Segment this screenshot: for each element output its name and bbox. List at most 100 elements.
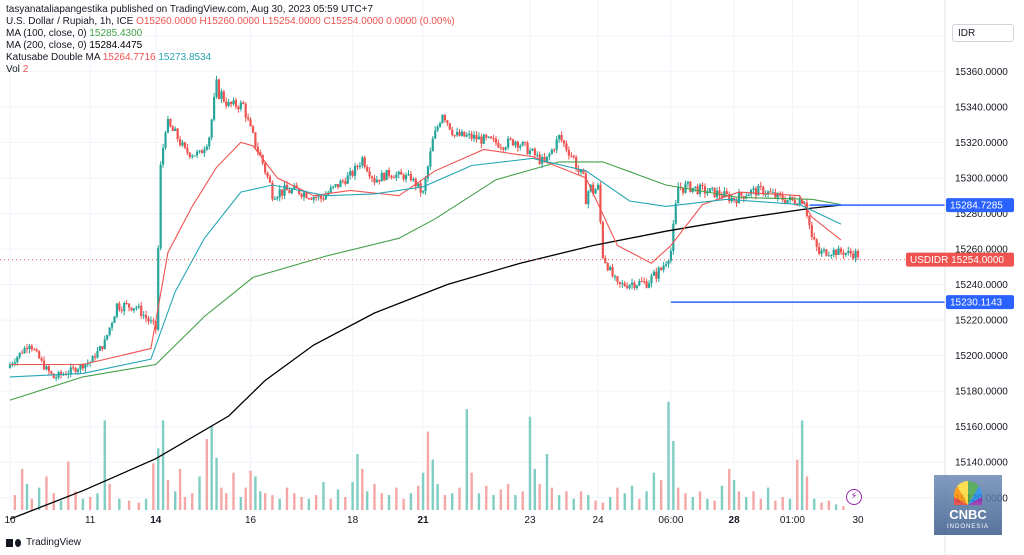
candle-body bbox=[672, 223, 675, 252]
price-tick-label: 15220.0000 bbox=[955, 316, 1008, 327]
candle-body bbox=[560, 135, 563, 141]
volume-bars bbox=[13, 401, 845, 510]
candle-body bbox=[562, 140, 566, 144]
candle-body bbox=[434, 130, 437, 139]
candle-body bbox=[339, 180, 342, 188]
time-tick-label: 24 bbox=[592, 515, 604, 526]
candle-body bbox=[584, 173, 587, 205]
volume-bar bbox=[300, 496, 303, 510]
candle-body bbox=[611, 267, 614, 277]
volume-bar bbox=[344, 496, 347, 510]
candle-body bbox=[509, 138, 512, 140]
candle-body bbox=[650, 275, 653, 284]
candle-body bbox=[283, 185, 286, 196]
candle-body bbox=[436, 126, 439, 131]
candle-body bbox=[460, 131, 464, 136]
candle-body bbox=[776, 193, 779, 198]
candle-body bbox=[336, 184, 340, 188]
volume-bar bbox=[774, 500, 777, 510]
tradingview-footer[interactable]: TradingView bbox=[6, 537, 81, 548]
candle-body bbox=[380, 172, 383, 182]
volume-bar bbox=[781, 496, 784, 510]
candle-body bbox=[195, 151, 199, 156]
candle-body bbox=[35, 349, 38, 352]
candle-body bbox=[514, 141, 517, 146]
candle-body bbox=[441, 114, 444, 124]
candle-body bbox=[351, 171, 354, 176]
ma200-label: MA (200, close, 0) bbox=[6, 40, 87, 51]
candle-body bbox=[567, 149, 570, 156]
volume-bar bbox=[417, 485, 420, 510]
volume-bar bbox=[356, 454, 359, 510]
candle-body bbox=[575, 157, 578, 170]
volume-bar bbox=[361, 468, 364, 510]
candle-body bbox=[718, 190, 721, 196]
candle-body bbox=[424, 178, 427, 192]
price-tick-label: 15240.0000 bbox=[955, 280, 1008, 291]
candle-body bbox=[305, 192, 308, 199]
kdma-legend[interactable]: Katusabe Double MA 15264.7716 15273.8534 bbox=[6, 52, 455, 64]
candle-body bbox=[592, 184, 595, 194]
candle-body bbox=[232, 100, 235, 105]
volume-bar bbox=[659, 480, 663, 510]
candle-body bbox=[404, 175, 408, 180]
candle-body bbox=[628, 284, 631, 289]
candle-body bbox=[363, 157, 366, 168]
candle-body bbox=[740, 192, 743, 197]
volume-bar bbox=[796, 459, 799, 510]
volume-bar bbox=[431, 459, 434, 510]
candle-body bbox=[91, 356, 94, 363]
volume-bar bbox=[157, 448, 160, 510]
volume-bar bbox=[506, 483, 510, 510]
currency-selector[interactable]: IDR bbox=[952, 24, 1014, 42]
candle-body bbox=[623, 283, 626, 287]
candle-body bbox=[127, 303, 131, 308]
volume-bar bbox=[421, 472, 425, 510]
price-axis: 15120.000015140.000015160.000015180.0000… bbox=[955, 31, 1008, 504]
candle-body bbox=[852, 253, 855, 259]
candle-body bbox=[40, 358, 43, 361]
candle-body bbox=[732, 197, 736, 201]
price-label: 15284.7285 bbox=[950, 201, 1003, 212]
candle-body bbox=[370, 176, 374, 179]
candle-body bbox=[849, 250, 852, 254]
candle-body bbox=[378, 179, 381, 182]
candle-body bbox=[113, 316, 116, 323]
price-tick-label: 15280.0000 bbox=[955, 209, 1008, 220]
candle-body bbox=[266, 172, 269, 177]
time-tick-label: 14 bbox=[150, 515, 162, 526]
candle-body bbox=[157, 248, 160, 330]
time-tick-label: 11 bbox=[85, 515, 96, 526]
candle-body bbox=[448, 123, 451, 130]
candle-body bbox=[643, 281, 646, 283]
candle-body bbox=[453, 134, 456, 136]
candle-body bbox=[103, 339, 106, 350]
candle-body bbox=[660, 267, 663, 270]
candle-body bbox=[8, 364, 12, 369]
tradingview-brand: TradingView bbox=[26, 537, 82, 548]
lightning-icon[interactable]: ⚡ bbox=[846, 489, 862, 505]
volume-bar bbox=[178, 468, 182, 510]
volume-bar bbox=[322, 482, 325, 510]
candle-body bbox=[397, 171, 400, 175]
candle-body bbox=[319, 195, 323, 199]
candle-body bbox=[545, 156, 549, 162]
candle-body bbox=[463, 131, 466, 137]
candle-body bbox=[468, 133, 471, 136]
candle-body bbox=[18, 352, 21, 358]
volume-bar bbox=[521, 491, 524, 510]
candle-body bbox=[524, 141, 527, 143]
candle-body bbox=[407, 174, 410, 176]
volume-bar bbox=[254, 476, 257, 510]
ma100-legend[interactable]: MA (100, close, 0) 15285.4300 bbox=[6, 28, 455, 40]
candle-body bbox=[652, 271, 655, 276]
volume-bar bbox=[557, 495, 561, 510]
volume-bar bbox=[59, 500, 63, 510]
volume-bar bbox=[805, 476, 809, 510]
candle-body bbox=[533, 148, 536, 156]
candle-body bbox=[166, 118, 170, 133]
ma200-legend[interactable]: MA (200, close, 0) 15284.4475 bbox=[6, 40, 455, 52]
volume-bar bbox=[684, 493, 687, 510]
volume-legend[interactable]: Vol 2 bbox=[6, 64, 455, 76]
